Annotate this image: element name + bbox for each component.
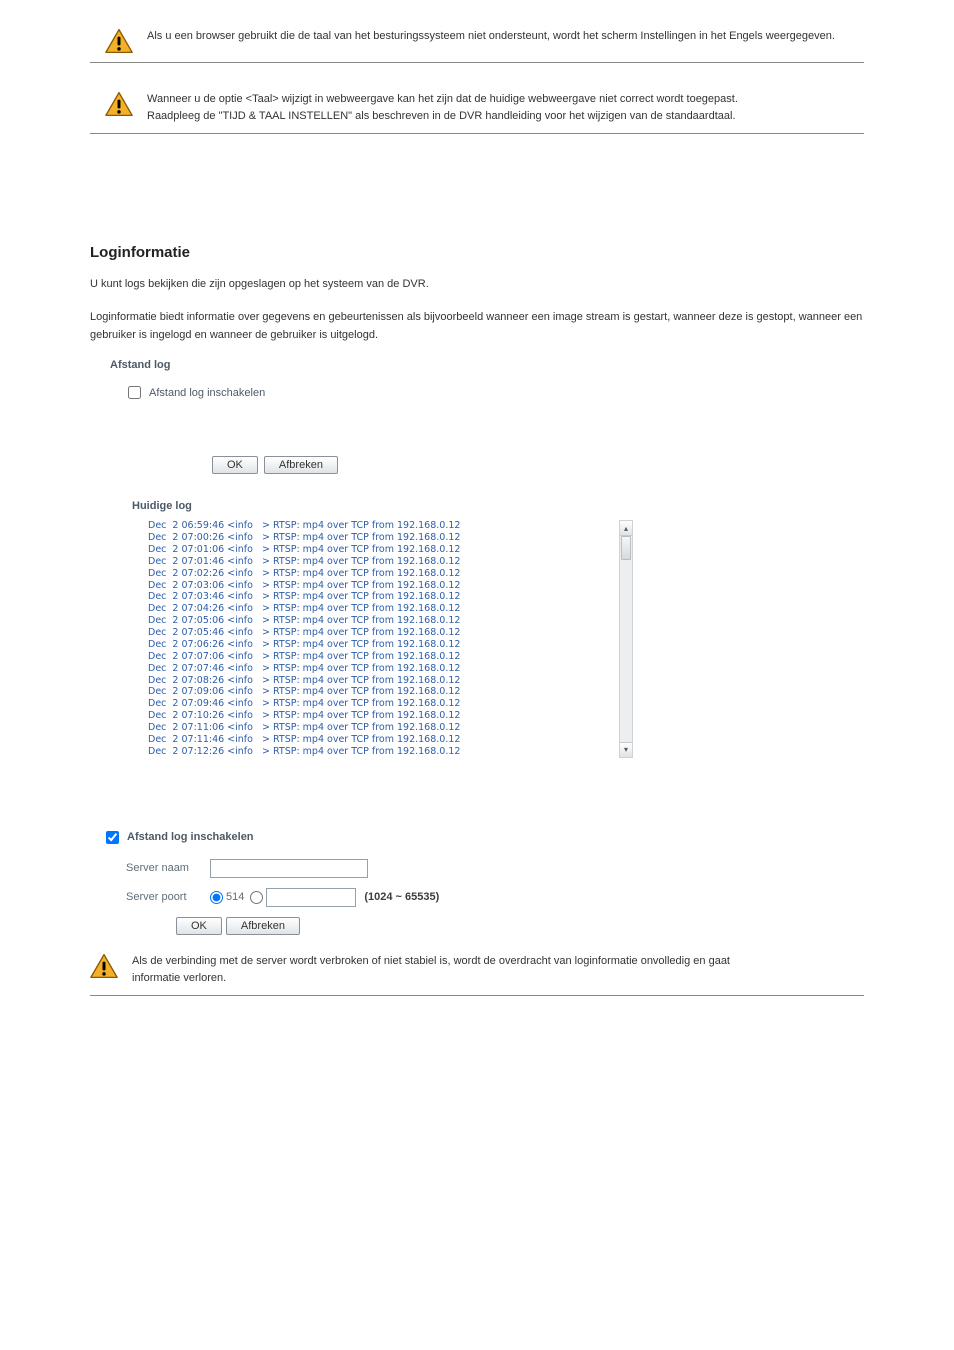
ok-button[interactable]: OK <box>212 456 258 474</box>
log-row: Dec 2 07:12:26 <info> RTSP: mp4 over TCP… <box>148 746 633 758</box>
log-row: Dec 2 07:07:06 <info> RTSP: mp4 over TCP… <box>148 651 633 663</box>
scroll-down-button[interactable]: ▾ <box>620 742 632 757</box>
server-port-default-value: 514 <box>226 891 244 903</box>
log-row: Dec 2 07:11:46 <info> RTSP: mp4 over TCP… <box>148 734 633 746</box>
log-row: Dec 2 07:03:46 <info> RTSP: mp4 over TCP… <box>148 591 633 603</box>
divider <box>90 62 864 63</box>
cancel-button[interactable]: Afbreken <box>264 456 338 474</box>
divider <box>90 995 864 996</box>
body-text: U kunt logs bekijken die zijn opgeslagen… <box>90 275 864 294</box>
log-row: Dec 2 07:10:26 <info> RTSP: mp4 over TCP… <box>148 710 633 722</box>
warning-icon <box>105 91 133 117</box>
enable-remote-log-checkbox-row[interactable]: Afstand log inschakelen <box>124 383 628 402</box>
log-row: Dec 2 07:09:06 <info> RTSP: mp4 over TCP… <box>148 686 633 698</box>
log-row: Dec 2 07:11:06 <info> RTSP: mp4 over TCP… <box>148 722 633 734</box>
server-port-label: Server poort <box>126 891 210 903</box>
log-row: Dec 2 07:07:46 <info> RTSP: mp4 over TCP… <box>148 663 633 675</box>
warning-icon <box>90 953 118 979</box>
warning-line: informatie verloren. <box>132 972 226 984</box>
screenshot-remote-log-form: Afstand log inschakelen Server naam Serv… <box>90 828 864 935</box>
warning-icon <box>105 28 133 54</box>
warning-text: Wanneer u de optie <Taal> wijzigt in web… <box>147 91 738 125</box>
scrollbar[interactable]: ▴ ▾ <box>619 520 633 758</box>
warning-note-3: Als de verbinding met de server wordt ve… <box>90 953 864 987</box>
log-row: Dec 2 07:00:26 <info> RTSP: mp4 over TCP… <box>148 532 633 544</box>
log-row: Dec 2 07:06:26 <info> RTSP: mp4 over TCP… <box>148 639 633 651</box>
log-viewport: Dec 2 06:59:46 <info> RTSP: mp4 over TCP… <box>148 520 633 758</box>
server-name-input[interactable] <box>210 859 368 878</box>
screenshot-remote-log: Afstand log Afstand log inschakelen OK A… <box>110 359 628 758</box>
warning-line: Wanneer u de optie <Taal> wijzigt in web… <box>147 93 738 105</box>
section-heading: Loginformatie <box>90 244 864 261</box>
warning-line: Als de verbinding met de server wordt ve… <box>132 955 730 967</box>
log-row: Dec 2 07:05:06 <info> RTSP: mp4 over TCP… <box>148 615 633 627</box>
scroll-thumb[interactable] <box>621 536 631 560</box>
log-row: Dec 2 06:59:46 <info> RTSP: mp4 over TCP… <box>148 520 633 532</box>
warning-note-1: Als u een browser gebruikt die de taal v… <box>105 28 864 54</box>
warning-note-2: Wanneer u de optie <Taal> wijzigt in web… <box>105 91 864 125</box>
cancel-button[interactable]: Afbreken <box>226 917 300 935</box>
warning-text: Als de verbinding met de server wordt ve… <box>132 953 730 987</box>
enable-remote-log-checkbox-row[interactable]: Afstand log inschakelen <box>102 828 864 847</box>
log-row: Dec 2 07:03:06 <info> RTSP: mp4 over TCP… <box>148 580 633 592</box>
log-row: Dec 2 07:05:46 <info> RTSP: mp4 over TCP… <box>148 627 633 639</box>
current-log-heading: Huidige log <box>132 500 628 512</box>
server-port-row: Server poort 514 (1024 ~ 65535) <box>126 888 864 907</box>
log-row: Dec 2 07:04:26 <info> RTSP: mp4 over TCP… <box>148 603 633 615</box>
log-row: Dec 2 07:01:06 <info> RTSP: mp4 over TCP… <box>148 544 633 556</box>
body-text: Loginformatie biedt informatie over gege… <box>90 308 864 345</box>
log-row: Dec 2 07:02:26 <info> RTSP: mp4 over TCP… <box>148 568 633 580</box>
server-port-custom-radio[interactable] <box>250 891 263 904</box>
server-port-range: (1024 ~ 65535) <box>364 891 439 903</box>
ss-heading: Afstand log <box>110 359 628 371</box>
checkbox-label: Afstand log inschakelen <box>127 831 254 843</box>
scroll-up-button[interactable]: ▴ <box>620 521 632 536</box>
warning-line: Raadpleeg de "TIJD & TAAL INSTELLEN" als… <box>147 110 736 122</box>
log-lines: Dec 2 06:59:46 <info> RTSP: mp4 over TCP… <box>148 520 633 758</box>
server-port-input[interactable] <box>266 888 356 907</box>
warning-text: Als u een browser gebruikt die de taal v… <box>147 28 835 45</box>
ok-button[interactable]: OK <box>176 917 222 935</box>
server-name-label: Server naam <box>126 862 210 874</box>
enable-remote-log-checkbox[interactable] <box>128 386 141 399</box>
log-row: Dec 2 07:09:46 <info> RTSP: mp4 over TCP… <box>148 698 633 710</box>
server-port-default-radio[interactable] <box>210 891 223 904</box>
server-name-row: Server naam <box>126 859 864 878</box>
log-row: Dec 2 07:01:46 <info> RTSP: mp4 over TCP… <box>148 556 633 568</box>
checkbox-label: Afstand log inschakelen <box>149 387 265 399</box>
enable-remote-log-checkbox[interactable] <box>106 831 119 844</box>
log-row: Dec 2 07:08:26 <info> RTSP: mp4 over TCP… <box>148 675 633 687</box>
